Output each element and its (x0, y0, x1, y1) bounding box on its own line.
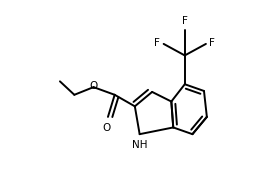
Text: F: F (154, 38, 160, 48)
Text: O: O (89, 81, 98, 91)
Text: NH: NH (132, 140, 148, 150)
Text: F: F (182, 16, 188, 26)
Text: O: O (103, 123, 111, 133)
Text: F: F (209, 38, 215, 48)
